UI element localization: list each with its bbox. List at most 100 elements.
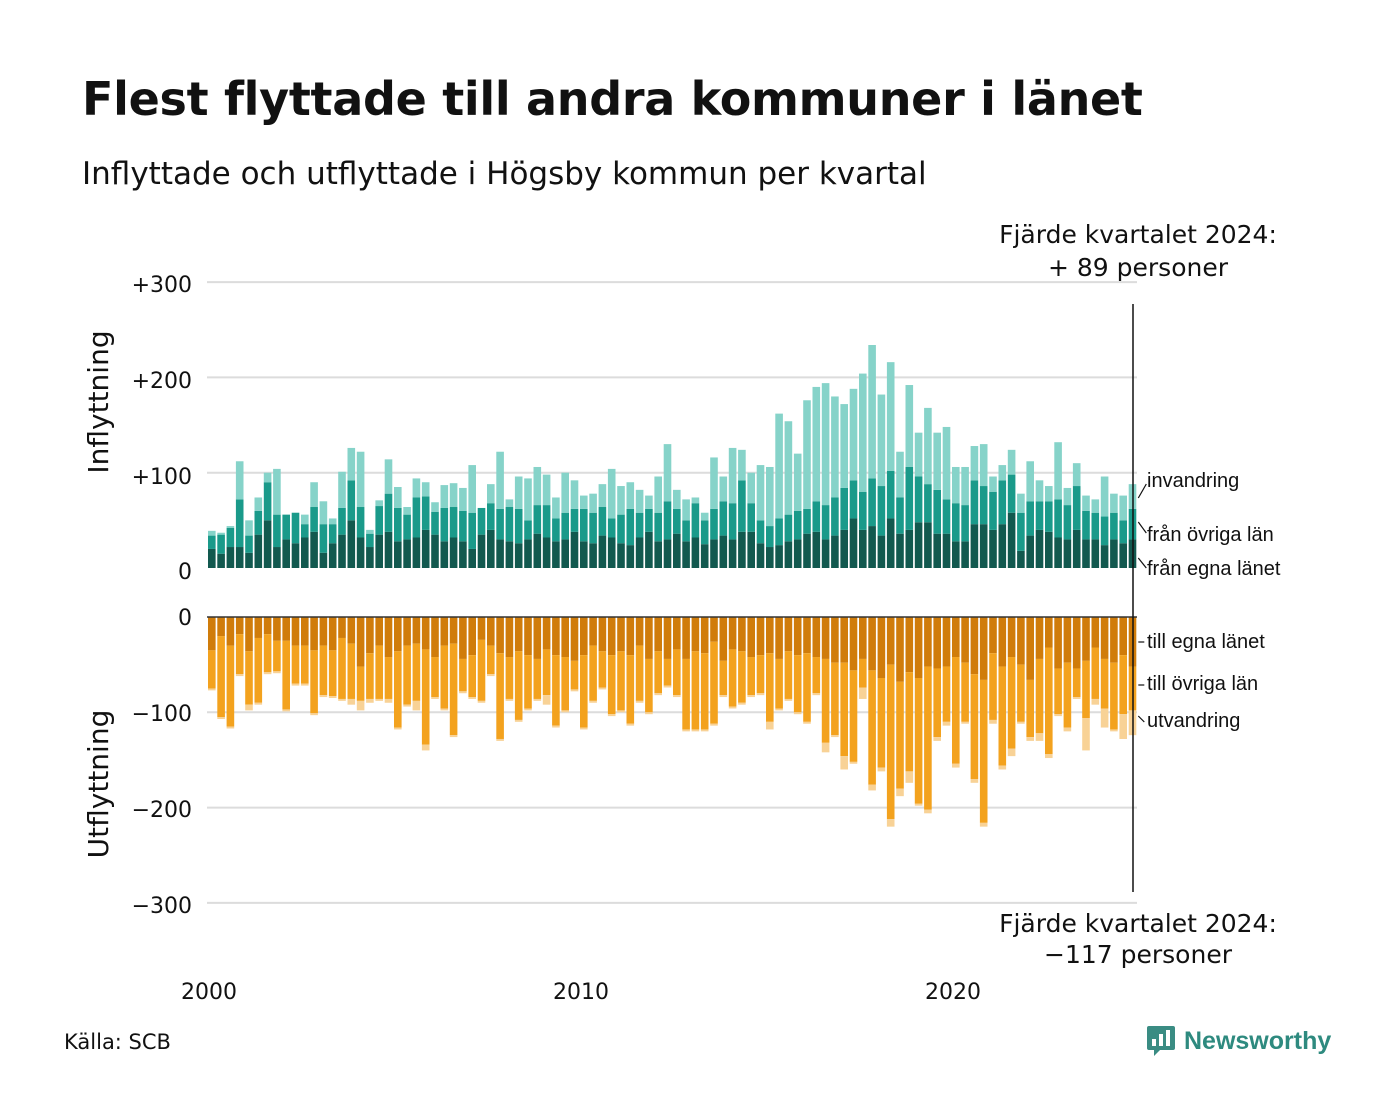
bar-segment xyxy=(1035,501,1044,530)
y-tick-bottom-300: −300 xyxy=(132,894,192,919)
bar-segment xyxy=(570,531,579,568)
bar-segment xyxy=(505,698,514,701)
bar-segment xyxy=(440,708,449,711)
bar-segment xyxy=(1110,662,1118,730)
bar-segment xyxy=(217,636,225,718)
bar-segment xyxy=(766,526,774,548)
bar-segment xyxy=(524,655,532,709)
bar-segment xyxy=(952,466,960,504)
bar-segment xyxy=(952,541,960,568)
bar-segment xyxy=(533,658,542,699)
bar-segment xyxy=(663,539,672,568)
bar-segment xyxy=(886,362,895,471)
bar-segment xyxy=(849,480,858,519)
bar-segment xyxy=(886,664,895,820)
bar-segment xyxy=(440,541,449,568)
bar-segment xyxy=(766,653,774,722)
bar-segment xyxy=(412,497,421,538)
bar-segment xyxy=(468,548,476,568)
bar-segment xyxy=(505,617,514,658)
bar-segment xyxy=(905,385,914,467)
bar-segment xyxy=(989,719,997,724)
bar-segment xyxy=(896,788,904,797)
bar-segment xyxy=(319,501,328,525)
bar-segment xyxy=(979,524,988,568)
bar-segment xyxy=(384,459,393,494)
bar-segment xyxy=(1072,697,1081,699)
bar-segment xyxy=(254,497,263,511)
bar-segment xyxy=(533,466,542,506)
bar-segment xyxy=(412,478,421,498)
bar-segment xyxy=(254,534,263,568)
bar-segment xyxy=(831,396,839,498)
bar-segment xyxy=(793,617,802,656)
bar-segment xyxy=(775,413,783,519)
bar-segment xyxy=(235,617,244,635)
bar-segment xyxy=(366,533,374,548)
bar-segment xyxy=(784,617,793,652)
bar-segment xyxy=(756,655,765,694)
bar-segment xyxy=(1091,539,1100,568)
bar-segment xyxy=(338,617,346,638)
bar-segment xyxy=(310,713,318,716)
bar-segment xyxy=(384,493,393,532)
bar-segment xyxy=(356,700,365,711)
bar-segment xyxy=(710,539,718,568)
bar-segment xyxy=(468,617,476,656)
bar-segment xyxy=(542,695,551,705)
bar-segment xyxy=(673,508,681,534)
bar-segment xyxy=(673,695,681,698)
bar-segment xyxy=(356,537,365,568)
bar-segment xyxy=(291,683,300,686)
bar-segment xyxy=(905,672,914,772)
bar-segment xyxy=(728,617,737,650)
bar-segment xyxy=(607,617,616,656)
y-tick-top-100: +100 xyxy=(132,465,192,490)
bar-segment xyxy=(570,480,579,509)
bar-segment xyxy=(245,704,253,711)
bar-segment xyxy=(859,687,867,699)
bar-segment xyxy=(580,617,588,656)
bar-segment xyxy=(273,640,281,672)
bar-segment xyxy=(570,689,579,692)
bar-segment xyxy=(1091,499,1100,513)
bar-segment xyxy=(682,729,690,732)
bar-segment xyxy=(654,651,662,694)
bar-segment xyxy=(496,653,504,739)
bar-segment xyxy=(375,534,383,568)
bar-segment xyxy=(747,503,755,532)
bar-segment xyxy=(877,617,886,678)
bar-segment xyxy=(403,539,411,568)
bar-segment xyxy=(942,617,951,667)
bar-segment xyxy=(617,486,625,515)
bar-segment xyxy=(459,510,467,542)
bar-segment xyxy=(868,344,876,479)
bar-segment xyxy=(208,688,216,691)
bar-segment xyxy=(1035,658,1044,734)
bar-segment xyxy=(431,511,439,535)
bar-segment xyxy=(1026,501,1034,536)
bar-segment xyxy=(1054,537,1062,568)
bar-segment xyxy=(254,617,263,638)
bar-segment xyxy=(747,695,755,698)
bar-segment xyxy=(598,535,607,568)
bar-segment xyxy=(942,721,951,726)
bar-segment xyxy=(663,685,672,688)
bar-segment xyxy=(552,497,560,519)
bar-segment xyxy=(459,617,467,659)
bar-segment xyxy=(728,447,737,504)
bar-segment xyxy=(338,534,346,568)
x-tick-2020: 2020 xyxy=(925,980,981,1005)
bar-segment xyxy=(542,537,551,568)
bar-segment xyxy=(905,466,914,530)
bar-segment xyxy=(235,674,244,677)
bar-segment xyxy=(477,617,486,640)
bar-segment xyxy=(580,655,588,728)
bar-segment xyxy=(598,687,607,690)
bar-segment xyxy=(449,617,458,644)
bar-segment xyxy=(235,499,244,548)
bar-segment xyxy=(570,617,579,661)
bar-segment xyxy=(868,617,876,671)
bar-segment xyxy=(208,650,216,689)
bar-segment xyxy=(645,617,653,659)
